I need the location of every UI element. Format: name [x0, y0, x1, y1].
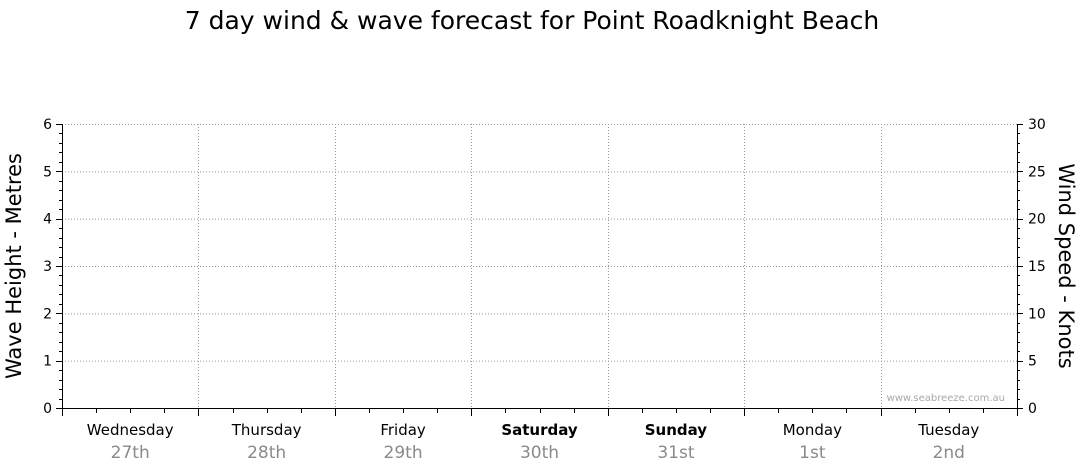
day-name-label: Tuesday — [917, 421, 979, 439]
right-tick-label: 5 — [1028, 354, 1037, 370]
day-date-label: 29th — [384, 443, 423, 463]
day-labels: Wednesday 27th Thursday 28th Friday 29th Satur… — [87, 421, 980, 463]
day-name-label: Monday — [783, 421, 842, 439]
day-name-label: Friday — [380, 421, 426, 439]
left-tick-label: 5 — [43, 164, 52, 180]
grid-layer — [62, 124, 1017, 408]
right-axis-title: Wind Speed - Knots — [1054, 163, 1078, 368]
right-tick-label: 10 — [1028, 306, 1046, 322]
left-tick-label: 6 — [43, 117, 52, 133]
left-axis-title: Wave Height - Metres — [2, 153, 26, 379]
left-tick-label: 1 — [43, 354, 52, 370]
left-tick-labels: 0 1 2 3 4 5 6 — [43, 117, 52, 417]
left-tick-label: 3 — [43, 259, 52, 275]
right-tick-label: 20 — [1028, 212, 1046, 228]
day-date-label: 2nd — [933, 443, 965, 463]
left-tick-label: 4 — [43, 212, 52, 228]
right-tick-label: 30 — [1028, 117, 1046, 133]
day-date-label: 30th — [520, 443, 559, 463]
chart-title: 7 day wind & wave forecast for Point Roa… — [185, 6, 879, 35]
right-tick-label: 25 — [1028, 164, 1046, 180]
day-date-label: 31st — [657, 443, 694, 463]
watermark-text: www.seabreeze.com.au — [887, 393, 1005, 404]
day-date-label: 28th — [247, 443, 286, 463]
right-tick-labels: 0 5 10 15 20 25 30 — [1028, 117, 1046, 417]
axis-layer — [56, 124, 1023, 416]
left-tick-label: 2 — [43, 306, 52, 322]
day-name-label: Thursday — [231, 421, 302, 439]
day-name-label: Wednesday — [87, 421, 174, 439]
day-name-label: Sunday — [645, 421, 708, 439]
left-tick-label: 0 — [43, 401, 52, 417]
day-date-label: 27th — [111, 443, 150, 463]
day-name-label: Saturday — [501, 421, 578, 439]
day-date-label: 1st — [799, 443, 826, 463]
right-tick-label: 15 — [1028, 259, 1046, 275]
right-tick-label: 0 — [1028, 401, 1037, 417]
